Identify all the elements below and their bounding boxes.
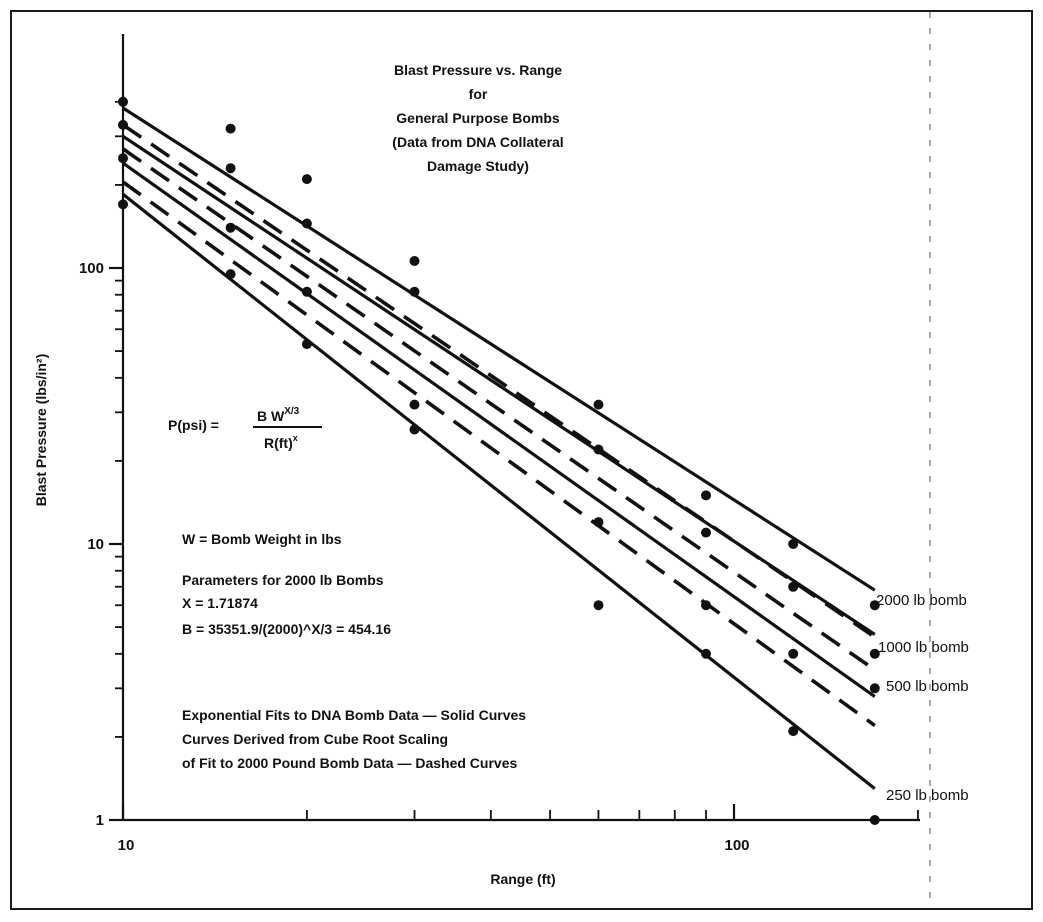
title-line-1: Blast Pressure vs. Range: [394, 62, 562, 78]
annotation-b: B = 35351.9/(2000)^X/3 = 454.16: [182, 621, 391, 637]
annotation-w: W = Bomb Weight in lbs: [182, 531, 342, 547]
fit-lines: [121, 106, 876, 790]
data-point-s1-5: [701, 527, 711, 538]
data-point-s1-6: [788, 581, 799, 592]
data-points: [118, 96, 880, 825]
annotations: W = Bomb Weight in lbs Parameters for 20…: [182, 531, 526, 771]
formula-numerator-sup: X/3: [284, 406, 299, 417]
series-labels: 2000 lb bomb 1000 lb bomb 500 lb bomb 25…: [876, 592, 969, 804]
data-point-s1-3: [409, 286, 420, 297]
data-point-s3-7: [869, 815, 880, 825]
data-point-s2-4: [593, 517, 604, 528]
series-label-2000: 2000 lb bomb: [876, 592, 967, 609]
data-point-s2-5: [701, 600, 711, 611]
data-point-s0-3: [409, 256, 420, 266]
data-point-s2-1: [225, 222, 236, 233]
chart-title: Blast Pressure vs. Range for General Pur…: [392, 62, 563, 174]
data-point-s1-2: [301, 218, 312, 229]
solid-fit-line-0: [122, 106, 876, 592]
data-point-s0-4: [593, 399, 604, 410]
dashed-fit-line-6: [121, 180, 876, 727]
data-point-s2-0: [118, 153, 128, 164]
data-point-s0-0: [118, 96, 128, 107]
data-point-s2-6: [788, 648, 799, 659]
solid-fit-line-1: [122, 134, 876, 636]
data-point-s2-2: [301, 286, 312, 297]
series-label-1000: 1000 lb bomb: [878, 639, 969, 656]
svg-text:R(ft)x: R(ft)x: [264, 433, 298, 451]
data-point-s3-4: [593, 600, 604, 611]
svg-text:B WX/3: B WX/3: [257, 406, 300, 424]
formula-lhs: P(psi) =: [168, 417, 219, 433]
data-point-s3-5: [701, 648, 711, 659]
formula: P(psi) = B WX/3 R(ft)x: [168, 406, 322, 451]
data-point-s1-4: [593, 444, 604, 455]
axis-ticks: [109, 100, 919, 822]
chart-frame: [10, 10, 1033, 910]
data-point-s3-3: [409, 424, 420, 435]
data-point-s3-6: [788, 726, 799, 737]
x-tick-label-100: 100: [724, 837, 749, 854]
title-line-3: General Purpose Bombs: [396, 110, 560, 126]
series-label-250: 250 lb bomb: [886, 787, 969, 804]
formula-numerator: B W: [257, 408, 285, 424]
data-point-s1-0: [118, 119, 128, 130]
data-point-s0-7: [869, 600, 880, 611]
y-tick-label-1: 1: [96, 812, 104, 829]
formula-denominator-sup: x: [293, 433, 298, 443]
annotation-solid: Exponential Fits to DNA Bomb Data — Soli…: [182, 707, 526, 723]
y-tick-label-100: 100: [79, 260, 104, 277]
annotation-cube-root: Curves Derived from Cube Root Scaling: [182, 731, 448, 747]
data-point-s2-3: [409, 399, 420, 410]
solid-fit-line-3: [122, 193, 876, 790]
annotation-x: X = 1.71874: [182, 595, 258, 611]
dashed-fit-line-4: [121, 123, 876, 639]
title-line-4: (Data from DNA Collateral: [392, 134, 563, 150]
data-point-s3-0: [118, 199, 128, 210]
data-point-s0-1: [225, 123, 236, 134]
y-axis-label: Blast Pressure (lbs/in²): [33, 354, 49, 507]
data-point-s1-1: [225, 163, 236, 174]
title-line-2: for: [469, 86, 488, 102]
data-point-s0-6: [788, 539, 799, 549]
formula-denominator: R(ft): [264, 435, 293, 451]
data-point-s1-7: [869, 648, 880, 659]
data-point-s0-2: [301, 174, 312, 185]
data-point-s3-2: [301, 339, 312, 350]
solid-fit-line-2: [122, 161, 876, 698]
data-point-s3-1: [225, 269, 236, 280]
annotation-params: Parameters for 2000 lb Bombs: [182, 572, 384, 588]
annotation-dashed: of Fit to 2000 Pound Bomb Data — Dashed …: [182, 755, 517, 771]
x-tick-label-10: 10: [118, 837, 135, 854]
title-line-5: Damage Study): [427, 158, 529, 174]
x-axis-label: Range (ft): [490, 871, 555, 887]
data-point-s2-7: [869, 683, 880, 694]
data-point-s0-5: [701, 490, 711, 501]
series-label-500: 500 lb bomb: [886, 678, 969, 695]
y-tick-label-10: 10: [87, 536, 104, 553]
dashed-fit-line-5: [121, 147, 876, 672]
